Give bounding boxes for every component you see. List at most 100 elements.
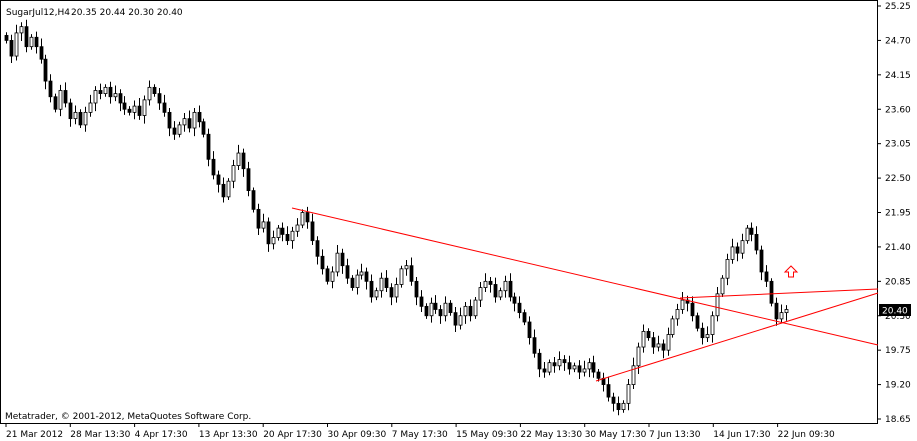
candle-bear [369, 280, 374, 298]
candle-bear [764, 271, 769, 282]
candle-bull [83, 111, 88, 126]
candle-bear [211, 158, 216, 176]
candle-bull [784, 309, 789, 314]
copyright-text: Metatrader, © 2001-2012, MetaQuotes Soft… [5, 412, 251, 422]
chart-header-symbol: SugarJul12,H4 [6, 8, 70, 18]
candle-bear [577, 365, 582, 373]
candle-bear [63, 90, 68, 104]
current-price-tag: 20.40 [879, 304, 911, 317]
candle-bear [39, 46, 44, 60]
candle-bear [280, 227, 285, 235]
x-tick-label: 30 Apr 09:30 [328, 430, 387, 440]
y-tick-label: 22.50 [885, 174, 911, 184]
candle-bull [557, 359, 562, 367]
candle-bear [453, 312, 458, 326]
y-tick-label: 19.75 [885, 346, 911, 356]
candle-bear [537, 352, 542, 370]
candle-bull [572, 365, 577, 370]
candle-bear [493, 284, 498, 298]
candle-bull [182, 118, 187, 126]
candle-bear [241, 152, 246, 170]
candle-bear [98, 90, 103, 95]
x-tick-label: 28 Mar 13:30 [70, 430, 130, 440]
candle-bear [340, 252, 345, 267]
candle-bear [661, 343, 666, 351]
candle-bull [103, 86, 108, 95]
candle-bear [754, 234, 759, 251]
candle-bear [350, 277, 355, 288]
candle-bear [695, 315, 700, 329]
candle-bear [53, 96, 58, 110]
candle-bear [759, 249, 764, 273]
candle-bull [478, 287, 483, 301]
candle-bear [201, 121, 206, 135]
candle-bull [261, 221, 266, 229]
x-tick-label: 7 Jun 13:30 [649, 430, 701, 440]
candle-bear [285, 234, 290, 242]
candle-bull [473, 299, 478, 317]
trendline-horizontal [679, 288, 879, 299]
candle-bull [29, 36, 34, 48]
y-tick-label: 24.70 [885, 36, 911, 46]
candle-bear [320, 255, 325, 270]
candle-bear [167, 111, 172, 129]
candle-bull [226, 180, 231, 198]
candle-bull [374, 290, 379, 298]
candle-bull [399, 268, 404, 285]
candle-bull [142, 99, 147, 116]
candle-bear [172, 127, 177, 135]
candle-bear [508, 280, 513, 298]
candle-bear [409, 265, 414, 282]
y-tick-label: 23.05 [885, 140, 911, 150]
x-tick-label: 14 Jun 17:30 [713, 430, 770, 440]
y-tick-label: 21.40 [885, 243, 911, 253]
candle-bear [122, 102, 127, 110]
candle-bull [730, 246, 735, 260]
candle-bear [152, 86, 157, 95]
candle-bear [266, 221, 271, 245]
candle-bear [197, 111, 202, 123]
candle-bull [231, 165, 236, 182]
candle-bull [715, 293, 720, 317]
candle-bull [705, 334, 710, 339]
candle-bull [641, 330, 646, 348]
candle-bear [419, 296, 424, 307]
chart-header-ohlc: 20.35 20.44 20.30 20.40 [71, 8, 183, 18]
candle-bull [300, 212, 305, 226]
x-tick-label: 15 May 09:30 [456, 430, 518, 440]
candle-bear [567, 362, 572, 370]
candle-bear [424, 305, 429, 317]
candle-bull [463, 305, 468, 317]
candle-bear [108, 86, 113, 98]
candle-bear [522, 312, 527, 323]
candle-bear [305, 212, 310, 223]
y-tick-label: 21.95 [885, 209, 911, 219]
x-tick-label: 20 Apr 17:30 [263, 430, 322, 440]
candle-bear [438, 309, 443, 317]
candle-bear [43, 58, 48, 82]
x-tick-label: 13 Apr 13:30 [199, 430, 258, 440]
candle-bear [749, 227, 754, 235]
candle-bull [675, 309, 680, 320]
candle-bear [552, 362, 557, 367]
candle-bull [335, 252, 340, 273]
x-tick-label: 7 May 17:30 [392, 430, 448, 440]
candle-bear [9, 40, 14, 57]
candle-bull [132, 105, 137, 113]
candle-bear [216, 174, 221, 185]
candle-bull [355, 274, 360, 288]
candle-bull [626, 384, 631, 404]
candle-bull [443, 302, 448, 317]
x-tick-label: 30 May 17:30 [585, 430, 647, 440]
up-arrow-icon [783, 265, 799, 278]
candle-bull [58, 90, 63, 110]
current-price-label: 20.40 [882, 307, 908, 317]
candle-bull [147, 86, 152, 101]
candle-bear [221, 183, 226, 198]
candle-bear [690, 302, 695, 317]
candle-bull [720, 277, 725, 295]
plot-frame [0, 0, 878, 424]
candle-bear [596, 371, 601, 379]
candle-bull [271, 237, 276, 245]
y-tick-label: 20.30 [885, 312, 911, 322]
